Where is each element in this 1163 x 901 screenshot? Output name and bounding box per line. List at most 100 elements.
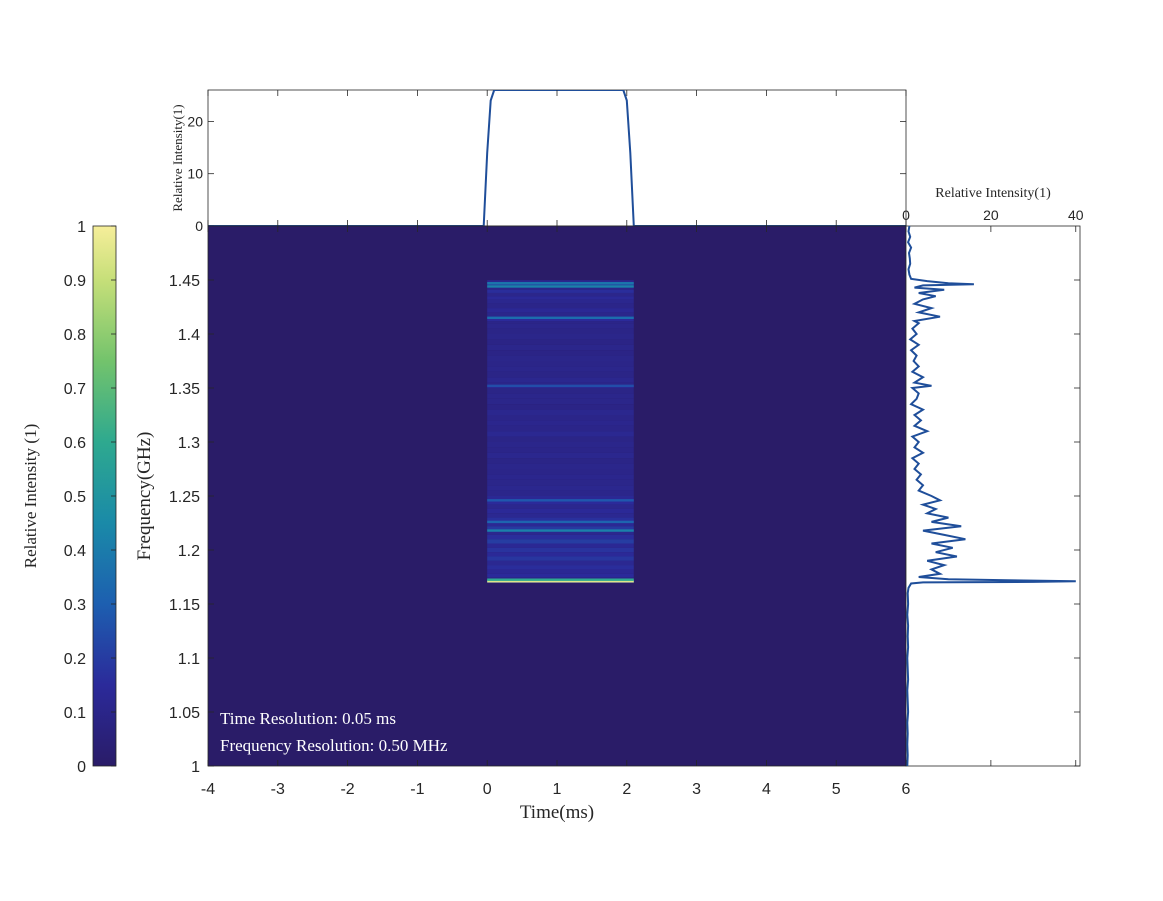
burst-band	[487, 543, 634, 548]
bright-band	[487, 578, 634, 581]
burst-band	[487, 328, 634, 334]
heatmap-ylabel: Frequency(GHz)	[134, 432, 155, 561]
burst-band	[487, 312, 634, 317]
bright-band	[487, 580, 634, 583]
burst-band	[487, 292, 634, 297]
burst-band	[487, 436, 634, 442]
burst-band	[487, 289, 634, 293]
burst-band	[487, 474, 634, 480]
burst-band	[487, 355, 634, 361]
colorbar-label: Relative Intensity (1)	[21, 424, 40, 568]
heatmap-ytick-label: 1	[191, 759, 200, 776]
burst-band	[487, 280, 634, 282]
burst-band	[487, 490, 634, 496]
heatmap-xtick-label: 3	[692, 781, 701, 798]
burst-band	[487, 323, 634, 329]
burst-band	[487, 339, 634, 345]
burst-band	[487, 517, 634, 522]
burst-band	[487, 569, 634, 574]
burst-band	[487, 552, 634, 557]
time-profile-ticks: 0 10 20	[187, 90, 907, 234]
burst-band	[487, 496, 634, 501]
heatmap-ytick-label: 1.45	[169, 273, 200, 290]
burst-band	[487, 521, 634, 527]
frequency-profile-xtick-label: 0	[902, 207, 910, 223]
burst-band	[487, 565, 634, 570]
time-profile-axes	[207, 89, 907, 227]
colorbar-tick-label: 0.3	[64, 597, 86, 614]
burst-band	[487, 321, 634, 324]
frequency-profile-xlabel: Relative Intensity(1)	[935, 186, 1051, 201]
bright-band	[487, 499, 634, 502]
burst-band	[487, 534, 634, 540]
burst-band	[487, 447, 634, 453]
time-profile-ytick-label: 10	[187, 166, 203, 182]
burst-band	[487, 442, 634, 448]
burst-band	[487, 556, 634, 561]
burst-band	[487, 371, 634, 378]
colorbar-tick-label: 0.6	[64, 435, 86, 452]
burst-band	[487, 334, 634, 340]
burst-band	[487, 404, 634, 410]
burst-band	[487, 284, 634, 286]
colorbar-tick-label: 1	[77, 219, 86, 236]
burst-band	[487, 393, 634, 399]
colorbar-tick-label: 0.4	[64, 543, 86, 560]
burst-band	[487, 388, 634, 394]
burst-band	[487, 361, 634, 367]
bright-band	[487, 520, 634, 524]
burst-band	[487, 547, 634, 553]
frequency-profile-ticks: 0 20 40	[902, 207, 1084, 767]
burst-band	[487, 458, 634, 464]
heatmap-xtick-label: 0	[483, 781, 492, 798]
heatmap-ytick-label: 1.25	[169, 489, 200, 506]
heatmap-ytick-label: 1.05	[169, 705, 200, 722]
burst-band	[487, 431, 634, 437]
burst-band	[487, 469, 634, 475]
heatmap-xtick-label: -1	[410, 781, 424, 798]
colorbar-tick-label: 0.5	[64, 489, 86, 506]
colorbar-tick-label: 0.2	[64, 651, 86, 668]
burst-band	[487, 425, 634, 432]
heatmap-xtick-label: 2	[622, 781, 631, 798]
colorbar: 0 0.1 0.2 0.3 0.4 0.5 0.6 0.7 0.8 0.9 1 Relative I…	[21, 219, 117, 776]
frequency-resolution-annotation: Frequency Resolution: 0.50 MHz	[220, 736, 448, 755]
burst-region	[487, 280, 634, 583]
bright-band	[487, 384, 634, 388]
colorbar-tick-label: 0.1	[64, 705, 86, 722]
burst-band	[487, 504, 634, 509]
burst-band	[487, 366, 634, 372]
heatmap-xtick-label: -4	[201, 781, 215, 798]
burst-band	[487, 415, 634, 421]
heatmap-xtick-label: 6	[902, 781, 911, 798]
heatmap-ytick-label: 1.35	[169, 381, 200, 398]
burst-band	[487, 577, 634, 580]
burst-band	[487, 560, 634, 566]
heatmap-ytick-label: 1.2	[178, 543, 200, 560]
heatmap-ytick-label: 1.15	[169, 597, 200, 614]
burst-band	[487, 344, 634, 351]
burst-band	[487, 539, 634, 544]
burst-band	[487, 526, 634, 531]
burst-band	[487, 530, 634, 535]
burst-band	[487, 508, 634, 514]
burst-band	[487, 299, 634, 304]
burst-band	[487, 296, 634, 300]
heatmap-ytick-label: 1.4	[178, 327, 200, 344]
heatmap-xtick-label: 4	[762, 781, 771, 798]
burst-band	[487, 479, 634, 486]
burst-band	[487, 485, 634, 491]
burst-band	[487, 573, 634, 577]
bright-band	[487, 316, 634, 319]
time-resolution-annotation: Time Resolution: 0.05 ms	[220, 709, 396, 728]
colorbar-tick-label: 0.9	[64, 273, 86, 290]
dynamic-spectrum-panel: -4 -3 -2 -1 0 1 2 3 4 5 6 1 1.05 1.1 1.15 1.2 1.25 1.3 1.3…	[134, 225, 911, 823]
bright-band	[487, 282, 634, 285]
burst-band	[487, 350, 634, 356]
burst-band	[487, 582, 634, 583]
colorbar-tick-label: 0	[77, 759, 86, 776]
burst-band	[487, 463, 634, 469]
heatmap-xtick-label: -2	[340, 781, 354, 798]
burst-band	[487, 513, 634, 518]
